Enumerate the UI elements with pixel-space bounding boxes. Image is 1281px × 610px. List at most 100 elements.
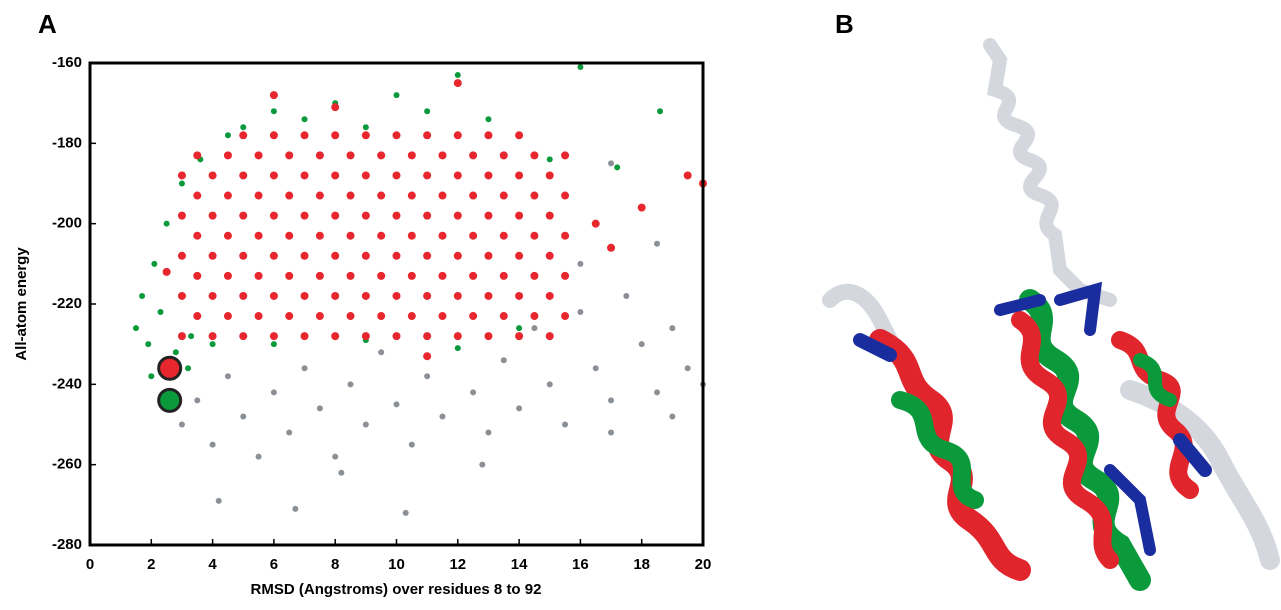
point [223, 231, 232, 240]
point [185, 365, 192, 372]
point [224, 373, 231, 380]
point [315, 151, 324, 160]
point [254, 231, 263, 240]
point [223, 271, 232, 280]
point [561, 151, 570, 160]
point [215, 497, 222, 504]
point [438, 191, 447, 200]
point [423, 211, 432, 220]
x-tick-label: 2 [147, 556, 155, 573]
point [669, 413, 676, 420]
point [315, 231, 324, 240]
point [438, 271, 447, 280]
x-tick-label: 18 [633, 556, 650, 573]
point [469, 312, 478, 321]
point [500, 357, 507, 364]
point [545, 251, 554, 260]
x-tick-label: 4 [208, 556, 217, 573]
point [499, 271, 508, 280]
point [377, 312, 386, 321]
point [177, 291, 186, 300]
point [270, 341, 277, 348]
point [316, 405, 323, 412]
point [270, 108, 277, 115]
point [407, 151, 416, 160]
point [347, 381, 354, 388]
point [285, 191, 294, 200]
point [484, 291, 493, 300]
point [546, 156, 553, 163]
point [361, 291, 370, 300]
point [223, 151, 232, 160]
x-tick-label: 0 [86, 556, 94, 573]
point [453, 171, 462, 180]
point [193, 191, 202, 200]
point [177, 171, 186, 180]
point [331, 332, 340, 341]
point [286, 429, 293, 436]
point [346, 271, 355, 280]
point [188, 333, 195, 340]
point [469, 191, 478, 200]
x-tick-label: 6 [270, 556, 278, 573]
point [269, 211, 278, 220]
point [157, 309, 164, 316]
point [193, 151, 202, 160]
point [546, 381, 553, 388]
point [332, 453, 339, 460]
point [285, 271, 294, 280]
point [407, 231, 416, 240]
point [654, 240, 661, 247]
point [223, 191, 232, 200]
point [531, 325, 538, 332]
point [145, 341, 152, 348]
point [408, 441, 415, 448]
point [300, 131, 309, 140]
point [239, 171, 248, 180]
point [193, 231, 202, 240]
point [499, 231, 508, 240]
point [530, 151, 539, 160]
x-tick-label: 8 [331, 556, 339, 573]
point [331, 171, 340, 180]
point [362, 421, 369, 428]
point [562, 421, 569, 428]
point [591, 219, 600, 228]
plot-frame [88, 61, 705, 547]
point [331, 291, 340, 300]
point [469, 271, 478, 280]
point [209, 441, 216, 448]
point [224, 132, 231, 139]
point [469, 231, 478, 240]
point [269, 251, 278, 260]
point [346, 312, 355, 321]
point [423, 171, 432, 180]
point [300, 291, 309, 300]
point [637, 203, 646, 212]
x-tick-label: 16 [572, 556, 589, 573]
point [331, 251, 340, 260]
point [392, 171, 401, 180]
point [193, 271, 202, 280]
point [361, 171, 370, 180]
point [484, 211, 493, 220]
point [438, 312, 447, 321]
point [177, 332, 186, 341]
point [608, 429, 615, 436]
point [301, 365, 308, 372]
point [208, 291, 217, 300]
point [614, 164, 621, 171]
point [454, 345, 461, 352]
point [300, 332, 309, 341]
point [657, 108, 664, 115]
point [300, 211, 309, 220]
point [485, 429, 492, 436]
point [331, 211, 340, 220]
point [177, 211, 186, 220]
point [683, 171, 692, 180]
point [269, 91, 278, 100]
point [484, 171, 493, 180]
y-tick-label: -220 [52, 295, 82, 312]
